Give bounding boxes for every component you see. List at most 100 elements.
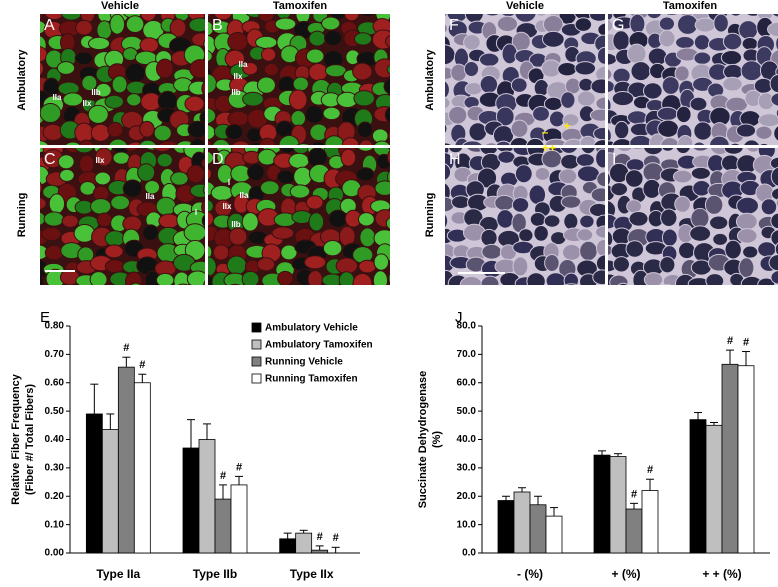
- fiber: [608, 68, 613, 81]
- fiber-label: IIa: [239, 60, 248, 69]
- fiber: [25, 288, 44, 305]
- annotation: #: [220, 470, 226, 482]
- fiber: [321, 16, 341, 31]
- fiber: [541, 30, 565, 48]
- fiber-label: IIb: [231, 220, 240, 229]
- fiber: [173, 271, 190, 285]
- fiber: [174, 14, 191, 22]
- fiber: [208, 107, 217, 125]
- fiber: [104, 259, 125, 274]
- fiber: [740, 60, 763, 82]
- fiber: [713, 14, 729, 33]
- fiber: [212, 244, 230, 261]
- fiber: [496, 15, 518, 33]
- fiber: [229, 283, 241, 285]
- fiber: [358, 259, 377, 274]
- row-header: Running: [424, 193, 436, 238]
- fiber: [532, 105, 550, 122]
- fiber: [595, 65, 605, 83]
- fiber: [589, 108, 605, 122]
- fiber-label: IIb: [231, 88, 240, 97]
- fiber: [40, 45, 48, 63]
- fiber: [675, 36, 695, 50]
- fiber: [767, 21, 778, 37]
- fiber: [479, 74, 499, 94]
- fiber: [448, 105, 468, 125]
- fiber: [445, 142, 453, 145]
- fiber: [632, 293, 650, 305]
- y-tick-label: 60.0: [457, 377, 477, 388]
- fiber: [271, 226, 295, 240]
- fiber: [312, 292, 327, 306]
- y-tick-label: 0.60: [45, 377, 65, 388]
- fiber: [373, 253, 390, 271]
- fiber: [213, 291, 233, 304]
- fiber: [374, 209, 390, 228]
- fiber: [340, 148, 357, 167]
- fiber: [674, 65, 690, 82]
- fiber: [774, 242, 778, 257]
- fiber: [597, 22, 605, 37]
- fiber: [609, 274, 629, 285]
- fiber: [693, 34, 711, 51]
- fiber: [384, 106, 390, 124]
- fiber: [560, 195, 582, 209]
- fiber: [563, 212, 579, 231]
- fiber: [110, 194, 131, 211]
- fiber: [694, 17, 716, 33]
- fiber: [661, 76, 680, 95]
- fiber: [357, 212, 375, 227]
- bar: [593, 454, 611, 554]
- fiber: [280, 244, 298, 261]
- fiber: [241, 270, 260, 285]
- fiber: [500, 286, 514, 305]
- fiber: [40, 181, 43, 195]
- fiber-label: ++: [542, 141, 556, 155]
- fiber: [276, 169, 296, 185]
- fiber: [648, 289, 664, 302]
- fiber: [576, 228, 594, 242]
- fiber: [361, 14, 375, 17]
- y-axis-label: (%): [431, 431, 443, 448]
- fiber: [391, 245, 406, 260]
- fiber: [678, 241, 696, 260]
- panel-letter: C: [44, 151, 56, 168]
- fiber: [445, 163, 452, 181]
- fiber: [201, 80, 205, 97]
- y-tick-label: 0.20: [45, 491, 65, 502]
- fiber: [445, 213, 449, 229]
- fiber: [289, 184, 311, 199]
- panel-letter: J: [455, 309, 463, 326]
- fiber: [155, 58, 174, 79]
- fiber: [344, 14, 360, 22]
- fiber: [94, 171, 112, 186]
- fiber: [611, 138, 633, 145]
- fiber: [188, 80, 205, 96]
- fiber: [228, 227, 248, 246]
- fiber: [353, 32, 373, 46]
- fiber: [341, 137, 360, 145]
- fiber: [770, 229, 778, 247]
- fiber: [288, 89, 308, 111]
- fiber: [40, 140, 49, 145]
- y-axis-label: (Fiber #/ Total Fibers): [24, 384, 36, 495]
- fiber: [642, 162, 664, 183]
- fiber: [107, 121, 124, 138]
- fiber: [73, 292, 94, 308]
- fiber: [189, 137, 205, 145]
- annotation: #: [236, 461, 242, 473]
- fiber: [629, 14, 646, 35]
- fiber: [186, 270, 205, 285]
- row-header: Ambulatory: [424, 49, 436, 111]
- fiber: [445, 196, 455, 213]
- fiber: [352, 62, 373, 81]
- fiber: [514, 290, 533, 304]
- fiber: [643, 272, 664, 285]
- panel-letter: D: [212, 151, 224, 168]
- fiber: [58, 291, 78, 304]
- fiber: [497, 150, 516, 164]
- fiber: [533, 224, 549, 242]
- fiber: [183, 223, 205, 242]
- micrograph: [25, 148, 205, 308]
- fiber: [40, 273, 45, 285]
